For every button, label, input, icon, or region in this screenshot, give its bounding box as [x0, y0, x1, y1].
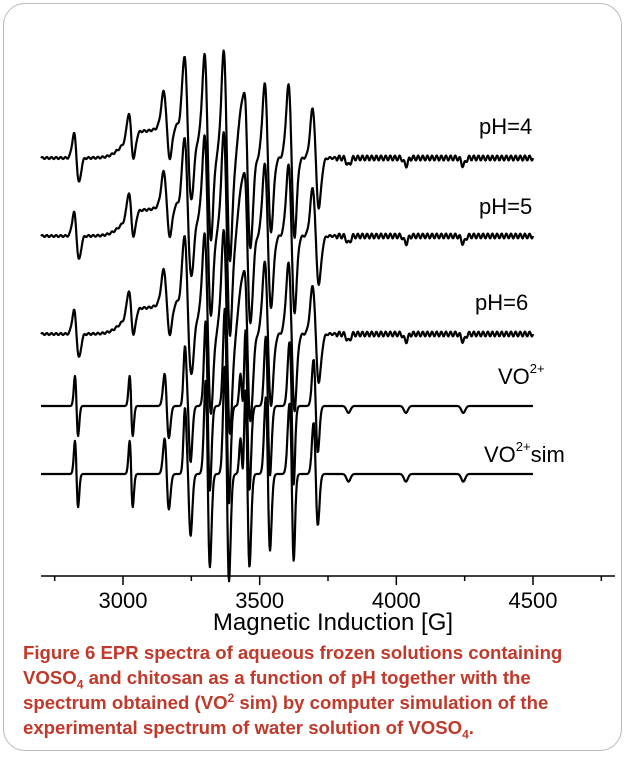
caption-lead: Figure 6: [23, 642, 96, 663]
x-axis-label: Magnetic Induction [G]: [213, 609, 453, 636]
spectra-traces: [40, 49, 535, 583]
series-line: [40, 229, 535, 435]
series-line: [40, 49, 535, 263]
figure-caption: Figure 6 EPR spectra of aqueous frozen s…: [23, 640, 615, 742]
series-line: [40, 307, 534, 505]
series-label: pH=6: [475, 290, 528, 315]
series-label: VO2+: [498, 361, 545, 389]
series-label: VO2+sim: [484, 439, 565, 467]
caption-text-1: EPR spectra of aqueous frozen solutions …: [23, 642, 563, 688]
x-tick-label: 3500: [235, 588, 284, 613]
caption-sub-1: 4: [76, 677, 84, 692]
series-label: pH=5: [479, 194, 532, 219]
x-tick-label: 4000: [372, 588, 421, 613]
series-line: [40, 365, 534, 583]
caption-text-4: .: [468, 717, 474, 738]
caption-sup-1: 2: [227, 690, 235, 705]
figure-frame: pH=4 pH=5 pH=6 VO2+ VO2+sim 3000 3500 4000 4500…: [3, 3, 622, 751]
series-labels: pH=4 pH=5 pH=6 VO2+ VO2+sim: [475, 114, 565, 467]
x-tick-label: 3000: [99, 588, 148, 613]
caption-sub-2: 4: [462, 727, 469, 742]
caption-text-3: sim) by computer simulation of the exper…: [23, 692, 549, 738]
x-axis: 3000 3500 4000 4500: [41, 575, 615, 613]
epr-chart: pH=4 pH=5 pH=6 VO2+ VO2+sim 3000 3500 4000 4500…: [40, 49, 615, 636]
series-label: pH=4: [479, 114, 532, 139]
series-line: [40, 131, 535, 337]
caption-text-2: and chitosan as a function of pH togethe…: [23, 667, 531, 713]
x-tick-label: 4500: [509, 588, 558, 613]
